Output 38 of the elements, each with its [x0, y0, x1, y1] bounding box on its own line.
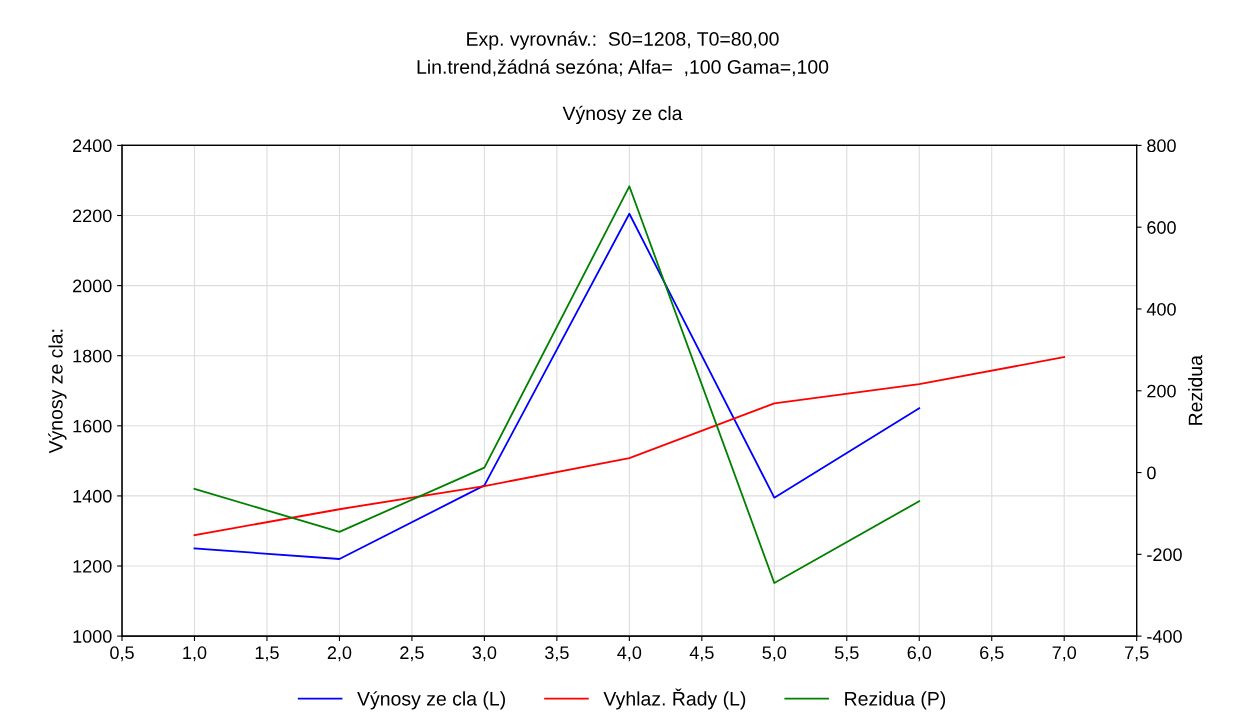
y2-axis-title: Rezidua [1188, 355, 1203, 425]
y-tick-label: 2200 [73, 209, 112, 223]
x-tick-label: 2,5 [400, 646, 424, 662]
x-tick-label: 3,0 [472, 646, 497, 662]
y-tick-label: 2400 [73, 139, 112, 153]
x-tick-label: 7,0 [1052, 646, 1077, 662]
y2-tick-label: 400 [1146, 302, 1176, 316]
y2-tick-label: 0 [1147, 466, 1156, 480]
x-tick-label: 7,5 [1125, 646, 1149, 662]
legend-label: Výnosy ze cla (L) [357, 691, 505, 710]
x-tick-label: 0,5 [110, 646, 134, 662]
legend-label: Rezidua (P) [845, 691, 946, 710]
x-tick-label: 4,0 [617, 646, 642, 662]
legend-label: Vyhlaz. Řady (L) [603, 688, 746, 710]
x-tick-label: 1,0 [183, 646, 207, 662]
y2-tick-label: -200 [1147, 548, 1182, 562]
y-tick-label: 1800 [73, 349, 112, 363]
x-tick-label: 6,5 [980, 646, 1004, 662]
y-tick-label: 1200 [73, 559, 112, 573]
chart-title: Exp. vyrovnáv.: S0=1208, T0=80,00 Lin.trend,žádná sezóna; Alfa= ,100 Gama=,100 [417, 31, 829, 77]
x-tick-label: 4,5 [689, 646, 714, 662]
x-tick-label: 3,5 [545, 646, 569, 662]
x-tick-label: 5,5 [834, 646, 859, 662]
y-axis-title: Výnosy ze cla: [48, 329, 67, 454]
x-tick-label: 2,0 [327, 646, 352, 662]
y-tick-label: 1400 [73, 489, 112, 503]
y-tick-label: 2000 [73, 279, 112, 293]
x-tick-label: 5,0 [762, 646, 787, 662]
y2-tick-label: -400 [1147, 630, 1182, 643]
x-tick-label: 6,0 [907, 646, 932, 662]
y2-tick-label: 800 [1147, 139, 1176, 153]
y2-tick-label: 600 [1147, 221, 1176, 234]
line-series [193, 356, 1066, 537]
chart-subtitle: Výnosy ze cla [562, 105, 683, 125]
y2-tick-label: 200 [1147, 384, 1176, 398]
y-tick-label: 1000 [73, 630, 112, 643]
x-tick-label: 1,5 [255, 646, 279, 662]
y-tick-label: 1600 [73, 419, 112, 433]
